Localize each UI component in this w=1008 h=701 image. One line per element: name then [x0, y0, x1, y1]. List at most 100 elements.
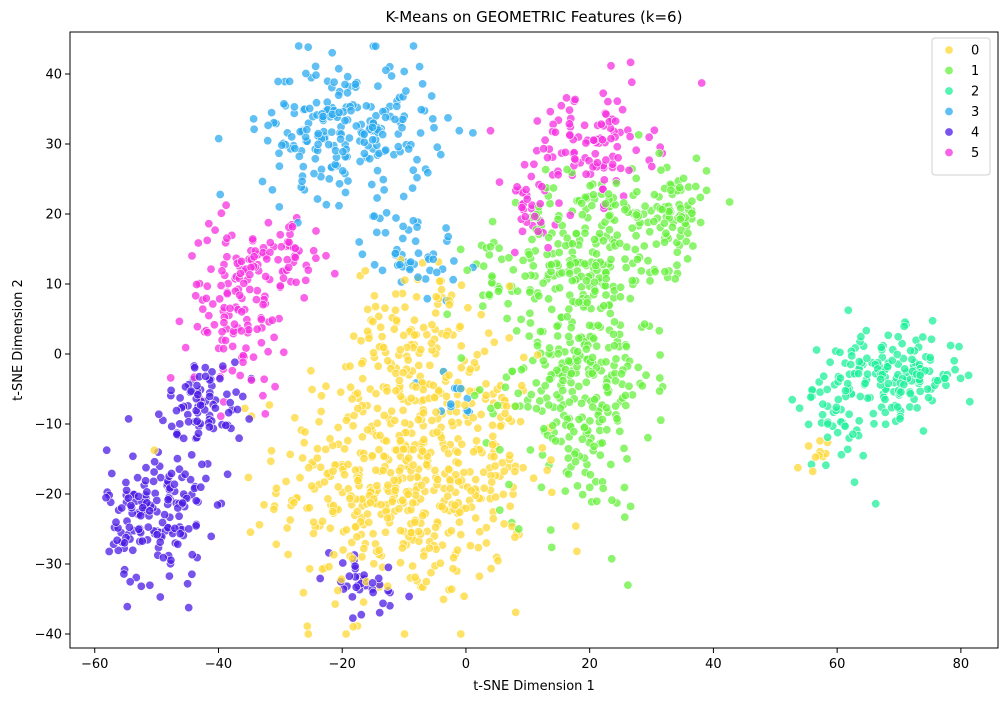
- data-point-cluster-4: [134, 491, 144, 501]
- data-point-cluster-3: [381, 112, 391, 122]
- data-point-cluster-3: [390, 248, 400, 258]
- data-point-cluster-0: [408, 460, 418, 470]
- data-point-cluster-5: [596, 119, 606, 129]
- data-point-cluster-2: [880, 407, 890, 417]
- data-point-cluster-4: [143, 522, 153, 532]
- data-point-cluster-0: [359, 544, 369, 554]
- data-point-cluster-0: [445, 475, 455, 485]
- data-point-cluster-1: [528, 261, 538, 271]
- data-point-cluster-0: [449, 553, 459, 563]
- data-point-cluster-5: [252, 286, 262, 296]
- data-point-cluster-0: [397, 543, 407, 553]
- data-point-cluster-5: [601, 109, 611, 119]
- data-point-cluster-0: [347, 394, 357, 404]
- data-point-cluster-5: [202, 235, 212, 245]
- data-point-cluster-5: [252, 324, 262, 334]
- data-point-cluster-1: [632, 187, 642, 197]
- data-point-cluster-5: [613, 153, 623, 163]
- data-point-cluster-1: [501, 372, 511, 382]
- data-point-cluster-0: [259, 500, 269, 510]
- data-point-cluster-0: [473, 543, 483, 553]
- data-point-cluster-0: [519, 352, 529, 362]
- data-point-cluster-0: [433, 475, 443, 485]
- data-point-cluster-4: [131, 572, 141, 582]
- data-point-cluster-3: [351, 121, 361, 131]
- data-point-cluster-1: [650, 267, 660, 277]
- data-point-cluster-0: [362, 509, 372, 519]
- data-point-cluster-3: [393, 142, 403, 152]
- data-point-cluster-1: [631, 173, 641, 183]
- data-point-cluster-0: [571, 521, 581, 531]
- data-point-cluster-1: [616, 369, 626, 379]
- data-point-cluster-1: [655, 373, 665, 383]
- data-point-cluster-3: [249, 114, 259, 124]
- data-point-cluster-5: [290, 253, 300, 263]
- data-point-cluster-0: [419, 435, 429, 445]
- data-point-cluster-1: [627, 276, 637, 286]
- data-point-cluster-0: [360, 266, 370, 276]
- data-point-cluster-2: [821, 460, 831, 470]
- data-point-cluster-5: [598, 88, 608, 98]
- data-point-cluster-2: [843, 444, 853, 454]
- data-point-cluster-0: [383, 356, 393, 366]
- data-point-cluster-3: [334, 201, 344, 211]
- data-point-cluster-3: [449, 256, 459, 266]
- data-point-cluster-3: [298, 162, 308, 172]
- points-layer: [101, 41, 975, 639]
- y-tick-label: −40: [35, 628, 62, 643]
- data-point-cluster-3: [443, 113, 453, 123]
- data-point-cluster-5: [245, 270, 255, 280]
- data-point-cluster-3: [441, 223, 451, 233]
- data-point-cluster-0: [459, 591, 469, 601]
- data-point-cluster-1: [566, 378, 576, 388]
- data-point-cluster-2: [871, 499, 881, 509]
- data-point-cluster-0: [406, 528, 416, 538]
- data-point-cluster-0: [409, 330, 419, 340]
- data-point-cluster-1: [544, 233, 554, 243]
- data-point-cluster-2: [849, 477, 859, 487]
- data-point-cluster-1: [622, 454, 632, 464]
- data-point-cluster-0: [476, 310, 486, 320]
- data-point-cluster-5: [580, 120, 590, 130]
- data-point-cluster-3: [303, 42, 313, 52]
- data-point-cluster-0: [447, 417, 457, 427]
- data-point-cluster-0: [465, 364, 475, 374]
- data-point-cluster-5: [565, 130, 575, 140]
- data-point-cluster-0: [416, 480, 426, 490]
- data-point-cluster-3: [454, 126, 464, 136]
- data-point-cluster-0: [412, 292, 422, 302]
- data-point-cluster-5: [265, 238, 275, 248]
- data-point-cluster-1: [535, 396, 545, 406]
- data-point-cluster-1: [571, 229, 581, 239]
- data-point-cluster-0: [459, 467, 469, 477]
- data-point-cluster-1: [513, 388, 523, 398]
- data-point-cluster-0: [479, 483, 489, 493]
- data-point-cluster-4: [223, 469, 233, 479]
- data-point-cluster-0: [410, 572, 420, 582]
- data-point-cluster-4: [122, 485, 132, 495]
- data-point-cluster-4: [134, 524, 144, 534]
- data-point-cluster-1: [585, 470, 595, 480]
- data-point-cluster-5: [532, 116, 542, 126]
- data-point-cluster-0: [815, 436, 825, 446]
- data-point-cluster-1: [585, 416, 595, 426]
- data-point-cluster-1: [660, 237, 670, 247]
- data-point-cluster-1: [631, 210, 641, 220]
- data-point-cluster-0: [443, 491, 453, 501]
- data-point-cluster-1: [546, 260, 556, 270]
- data-point-cluster-0: [340, 470, 350, 480]
- data-point-cluster-0: [394, 466, 404, 476]
- data-point-cluster-0: [500, 408, 510, 418]
- data-point-cluster-3: [416, 128, 426, 138]
- data-point-cluster-0: [404, 453, 414, 463]
- data-point-cluster-0: [474, 571, 484, 581]
- data-point-cluster-0: [374, 545, 384, 555]
- data-point-cluster-5: [201, 293, 211, 303]
- data-point-cluster-5: [251, 295, 261, 305]
- data-point-cluster-0: [390, 305, 400, 315]
- data-point-cluster-1: [572, 481, 582, 491]
- data-point-cluster-4: [126, 501, 136, 511]
- data-point-cluster-5: [521, 185, 531, 195]
- data-point-cluster-4: [175, 393, 185, 403]
- data-point-cluster-5: [227, 366, 237, 376]
